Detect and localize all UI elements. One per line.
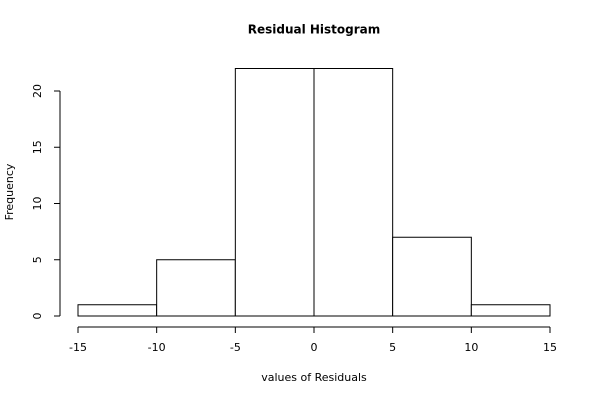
bar [392,236,472,317]
bar [470,304,551,317]
bar [234,68,315,317]
x-tick-label: 10 [464,341,478,354]
x-tick-label: 0 [311,341,318,354]
y-tick-label: 20 [31,84,44,98]
y-axis-label: Frequency [3,163,16,220]
y-tick-label: 0 [31,313,44,320]
x-tick-label: 15 [543,341,557,354]
y-tick-label: 5 [31,256,44,263]
x-tick-label: -10 [148,341,166,354]
chart-title: Residual Histogram [248,23,381,37]
bar [77,304,158,317]
y-tick-label: 10 [31,197,44,211]
y-tick-label: 15 [31,140,44,154]
x-tick-label: -15 [69,341,87,354]
x-tick-label: 5 [389,341,396,354]
bar [156,259,236,317]
x-axis-label: values of Residuals [261,371,367,384]
bar [313,68,394,317]
x-tick-label: -5 [230,341,241,354]
